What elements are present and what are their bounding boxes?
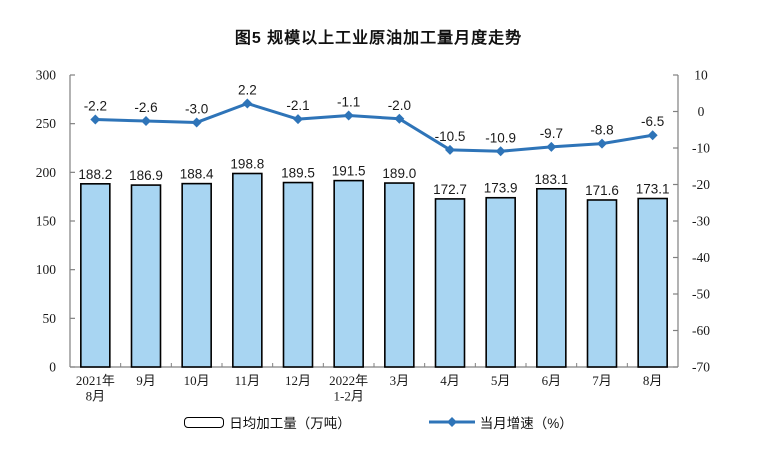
- svg-text:2.2: 2.2: [238, 82, 257, 97]
- svg-text:-20: -20: [692, 177, 710, 192]
- svg-text:10: 10: [694, 68, 708, 83]
- chart-legend: 日均加工量（万吨） 当月增速（%）: [0, 412, 757, 432]
- svg-text:189.0: 189.0: [382, 166, 416, 181]
- svg-text:172.7: 172.7: [433, 182, 467, 197]
- svg-text:-2.6: -2.6: [134, 100, 157, 115]
- svg-text:-10: -10: [692, 141, 710, 156]
- bar-series-swatch-icon: [184, 416, 225, 428]
- svg-text:-30: -30: [692, 214, 710, 229]
- svg-text:-50: -50: [692, 287, 710, 302]
- svg-text:-2.1: -2.1: [286, 98, 309, 113]
- svg-text:50: 50: [43, 311, 57, 326]
- chart-title: 图5 规模以上工业原油加工量月度走势: [234, 30, 523, 47]
- svg-text:198.8: 198.8: [230, 157, 264, 172]
- svg-text:2021年: 2021年: [76, 373, 115, 388]
- svg-text:100: 100: [36, 262, 57, 277]
- svg-text:188.4: 188.4: [180, 167, 214, 182]
- svg-text:150: 150: [36, 214, 57, 229]
- svg-text:191.5: 191.5: [332, 164, 366, 179]
- svg-text:250: 250: [36, 116, 57, 131]
- svg-text:9月: 9月: [136, 373, 156, 388]
- svg-text:-3.0: -3.0: [185, 101, 208, 116]
- svg-text:10月: 10月: [184, 373, 210, 388]
- svg-text:188.2: 188.2: [78, 167, 112, 182]
- svg-text:8月: 8月: [86, 389, 106, 404]
- svg-text:-70: -70: [692, 360, 710, 375]
- svg-text:173.9: 173.9: [484, 181, 518, 196]
- svg-text:11月: 11月: [235, 373, 261, 388]
- svg-text:186.9: 186.9: [129, 168, 163, 183]
- svg-text:8月: 8月: [643, 373, 663, 388]
- legend-item-line-series: 当月增速（%）: [428, 412, 573, 432]
- svg-text:-1.1: -1.1: [337, 95, 360, 110]
- legend-bar-label: 日均加工量（万吨）: [229, 416, 351, 431]
- svg-text:5月: 5月: [491, 373, 511, 388]
- svg-text:0: 0: [49, 360, 56, 375]
- legend-line-label: 当月增速（%）: [479, 416, 573, 431]
- svg-text:171.6: 171.6: [585, 183, 619, 198]
- svg-text:1-2月: 1-2月: [333, 389, 363, 404]
- left-axis: 300 250 200 150 100 50 0: [36, 68, 75, 375]
- svg-text:-60: -60: [692, 323, 710, 338]
- svg-text:-2.2: -2.2: [84, 99, 107, 114]
- svg-text:300: 300: [36, 68, 57, 83]
- svg-text:173.1: 173.1: [636, 182, 670, 197]
- svg-text:6月: 6月: [542, 373, 562, 388]
- svg-text:-8.8: -8.8: [590, 123, 613, 138]
- svg-text:189.5: 189.5: [281, 166, 315, 181]
- legend-item-bar-series: 日均加工量（万吨）: [184, 412, 351, 432]
- svg-text:12月: 12月: [285, 373, 311, 388]
- svg-text:0: 0: [698, 104, 705, 119]
- svg-text:183.1: 183.1: [534, 172, 568, 187]
- svg-text:3月: 3月: [390, 373, 410, 388]
- svg-text:7月: 7月: [592, 373, 612, 388]
- svg-text:-10.5: -10.5: [435, 129, 466, 144]
- svg-text:200: 200: [36, 165, 57, 180]
- svg-text:2022年: 2022年: [329, 373, 368, 388]
- line-series: -2.2 -2.6 -3.0 2.2 -2.1 -1.1 -2.0 -10.5 -10.9 -9.…: [84, 82, 664, 157]
- line-series-swatch-icon: [428, 417, 475, 427]
- svg-text:4月: 4月: [440, 373, 460, 388]
- bar-series: 188.2 186.9 188.4 198.8 189.5 191.5 189.0 172.7…: [78, 157, 670, 368]
- combo-chart-canvas: 300250200150100500100-10-20-30-40-50-60-…: [36, 68, 710, 404]
- svg-text:-40: -40: [692, 250, 710, 265]
- svg-text:-10.9: -10.9: [485, 130, 516, 145]
- svg-text:-9.7: -9.7: [540, 126, 563, 141]
- right-axis: 10 0 -10 -20 -30 -40 -50 -60 -70: [673, 68, 710, 375]
- svg-text:-6.5: -6.5: [641, 114, 664, 129]
- svg-text:-2.0: -2.0: [388, 98, 411, 113]
